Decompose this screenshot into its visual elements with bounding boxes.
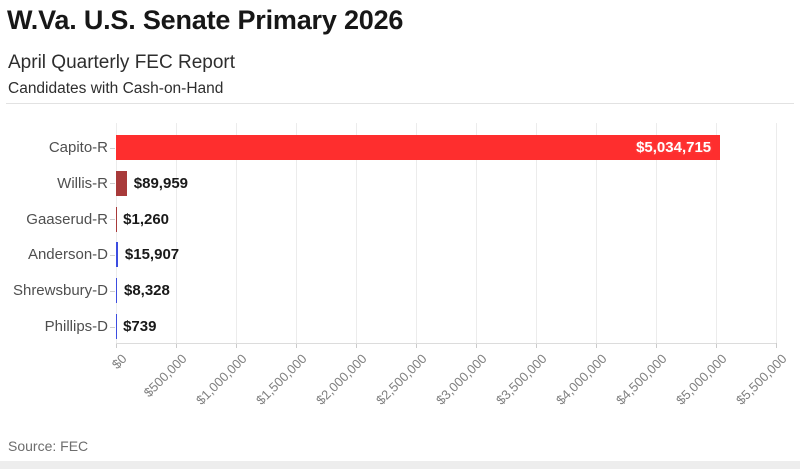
- x-axis-tick: [776, 343, 777, 348]
- gridline: [116, 123, 117, 343]
- category-label: Capito-R: [48, 139, 108, 156]
- header-divider: [6, 103, 794, 104]
- category-label: Phillips-D: [44, 318, 108, 335]
- bar-value-label: $15,907: [124, 246, 180, 264]
- x-axis-tick: [536, 343, 537, 348]
- bar: [116, 170, 127, 196]
- y-axis-tick: [110, 183, 115, 185]
- x-axis-tick: [236, 343, 237, 348]
- category-label: Shrewsbury-D: [12, 282, 108, 300]
- gridline: [476, 123, 477, 343]
- x-axis-tick: [656, 343, 657, 348]
- bar-value-label: $8,328: [123, 282, 170, 300]
- bar: [116, 278, 117, 304]
- category-label: Willis-R: [57, 174, 108, 192]
- gridline: [656, 123, 657, 343]
- x-axis-tick: [176, 343, 177, 348]
- gridline: [536, 123, 537, 343]
- x-axis-tick: [116, 343, 117, 348]
- x-axis-tick: [476, 343, 477, 348]
- bar-value-label: $89,959: [133, 174, 189, 192]
- category-label: Anderson-D: [27, 246, 108, 264]
- chart-description: Candidates with Cash-on-Hand: [8, 80, 224, 97]
- bottom-strip: [0, 461, 800, 469]
- bar: [116, 135, 721, 160]
- y-axis-tick: [110, 254, 115, 256]
- page-subtitle: April Quarterly FEC Report: [8, 52, 236, 73]
- gridline: [596, 123, 597, 343]
- gridline: [716, 123, 717, 343]
- x-axis-line: [116, 343, 776, 344]
- x-axis-tick: [416, 343, 417, 348]
- y-axis-tick: [110, 147, 115, 149]
- gridline: [356, 123, 357, 343]
- category-label: Gaaserud-R: [26, 210, 108, 228]
- gridline: [236, 123, 237, 343]
- bar-value-label: $5,034,715: [636, 139, 712, 156]
- x-axis-tick: [716, 343, 717, 348]
- bar-value-label: $1,260: [123, 210, 170, 228]
- x-axis-tick: [596, 343, 597, 348]
- y-axis-tick: [110, 326, 115, 328]
- page-title: W.Va. U.S. Senate Primary 2026: [7, 5, 404, 35]
- bar-value-label: $739: [123, 318, 157, 335]
- gridline: [296, 123, 297, 343]
- gridline: [776, 123, 777, 343]
- bar: [116, 242, 118, 268]
- gridline: [176, 123, 177, 343]
- x-axis-tick: [296, 343, 297, 348]
- source-note: Source: FEC: [8, 438, 89, 454]
- x-axis-tick: [356, 343, 357, 348]
- y-axis-tick: [110, 290, 115, 292]
- gridline: [416, 123, 417, 343]
- y-axis-tick: [110, 219, 115, 221]
